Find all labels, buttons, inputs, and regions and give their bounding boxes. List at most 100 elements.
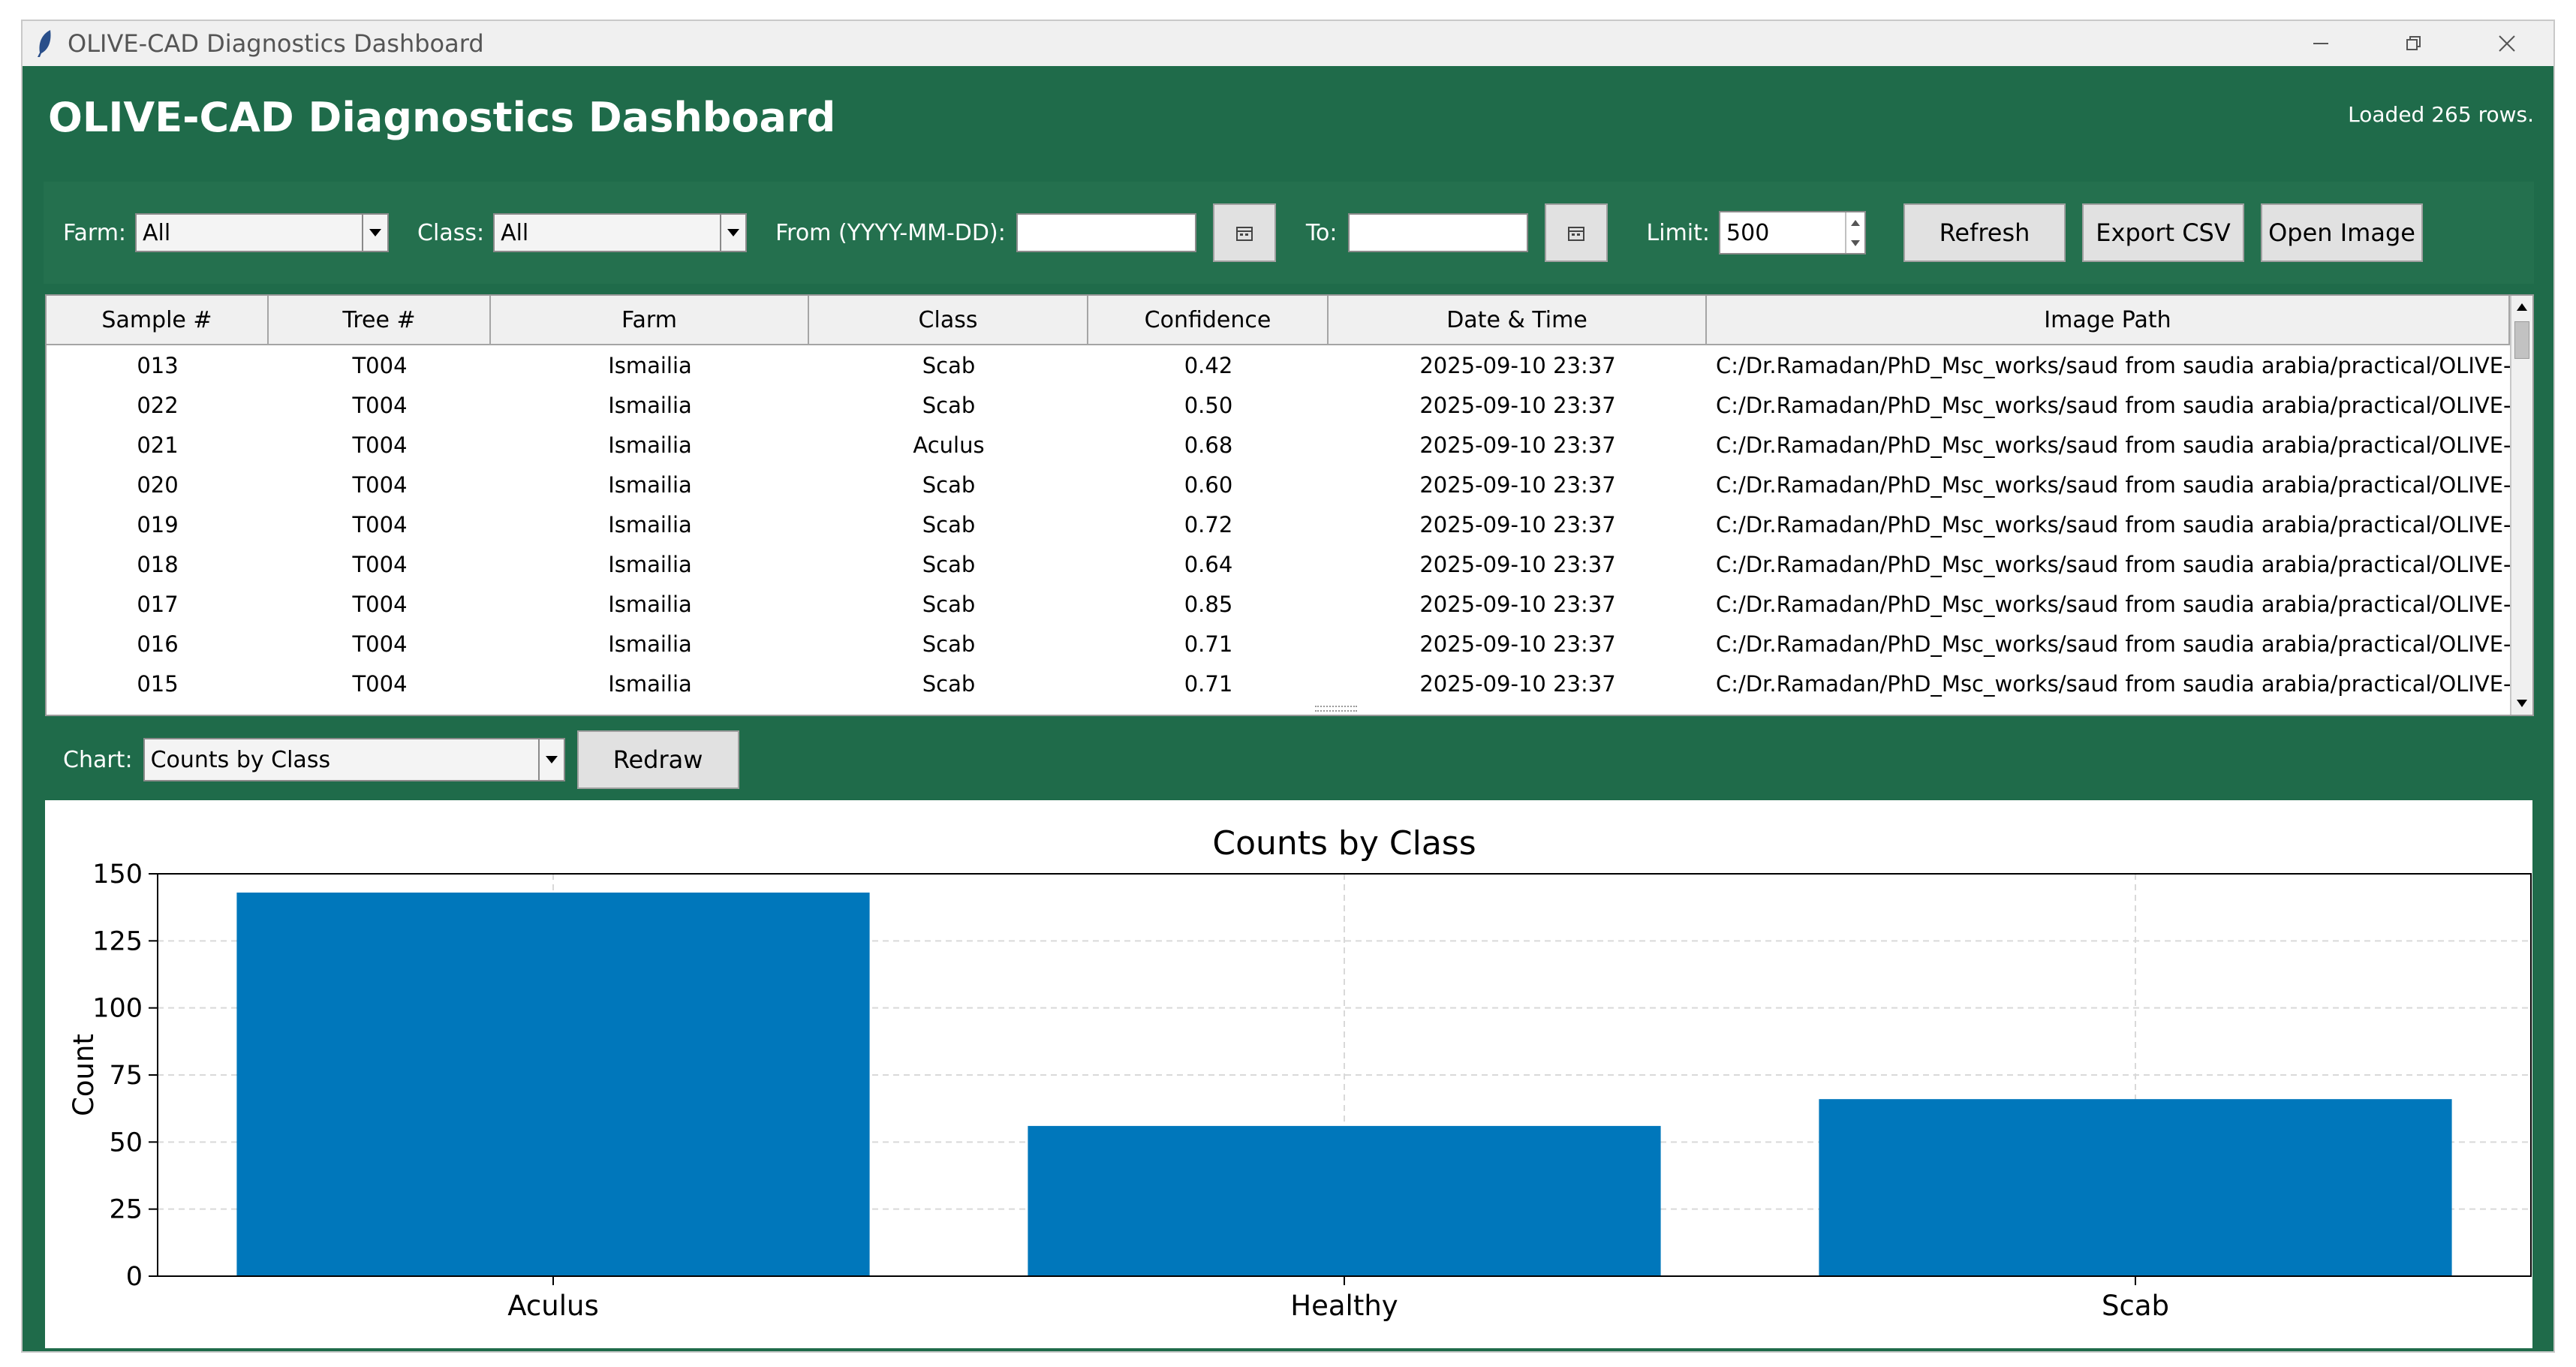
table-row[interactable]: 015 T004 Ismailia Scab 0.71 2025-09-10 23:37 C… [47,664,2511,703]
table-cell: 2025-09-10 23:37 [1419,670,1616,697]
table-cell: Ismailia [608,670,692,697]
from-date-picker-button[interactable] [1212,203,1276,262]
redraw-button[interactable]: Redraw [576,730,739,789]
table-header: Sample # Tree # Farm Class Confidence Date & … [47,296,2510,345]
column-header[interactable]: Image Path [1707,296,2510,345]
results-table[interactable]: Sample # Tree # Farm Class Confidence Date & … [45,294,2534,716]
table-cell: 0.64 [1184,551,1233,577]
restore-button[interactable] [2367,21,2460,66]
scrollbar-thumb[interactable] [2514,321,2529,359]
status-text: Loaded 265 rows. [2348,101,2534,127]
table-cell: Ismailia [608,392,692,418]
farm-select-value: All [143,219,171,246]
table-cell: Ismailia [608,591,692,617]
chevron-down-icon[interactable] [720,215,746,251]
open-image-button[interactable]: Open Image [2261,203,2424,262]
column-header[interactable]: Date & Time [1329,296,1707,345]
class-select[interactable]: All [493,213,748,252]
export-csv-button[interactable]: Export CSV [2082,203,2245,262]
table-row[interactable]: 016 T004 Ismailia Scab 0.71 2025-09-10 23:37 C… [47,624,2511,664]
spin-up-icon[interactable] [1846,212,1864,233]
to-date-picker-button[interactable] [1544,203,1608,262]
vertical-scrollbar[interactable] [2510,296,2532,715]
table-cell: T004 [352,551,408,577]
close-button[interactable] [2460,21,2553,66]
column-header[interactable]: Farm [491,296,809,345]
limit-value: 500 [1726,219,1770,246]
column-header[interactable]: Sample # [47,296,269,345]
to-date-input[interactable] [1347,213,1528,252]
table-cell: 022 [137,392,179,418]
table-cell: 020 [137,471,179,498]
table-row[interactable]: 022 T004 Ismailia Scab 0.50 2025-09-10 23:37 C… [47,385,2511,425]
table-cell: T004 [352,352,408,378]
table-cell: 0.68 [1184,432,1233,458]
from-date-input[interactable] [1016,213,1196,252]
limit-spinbox[interactable]: 500 [1719,211,1867,254]
table-cell: Scab [922,352,976,378]
table-cell: Ismailia [608,471,692,498]
bar-healthy [1028,1125,1661,1276]
window-title: OLIVE-CAD Diagnostics Dashboard [68,29,484,58]
minimize-button[interactable] [2274,21,2367,66]
app-window: OLIVE-CAD Diagnostics Dashboard OLIVE-CA… [21,20,2555,1353]
table-cell: C:/Dr.Ramadan/PhD_Msc_works/saud from sa… [1716,432,2510,458]
y-tick-label: 125 [92,926,143,956]
filter-toolbar: Farm: All Class: All From (YYYY-MM-DD): … [44,182,2534,284]
table-cell: 0.85 [1184,591,1233,617]
chart-title: Counts by Class [1212,824,1476,863]
table-cell: C:/Dr.Ramadan/PhD_Msc_works/saud from sa… [1716,511,2510,537]
table-cell: Scab [922,670,976,697]
scroll-up-icon[interactable] [2511,296,2532,318]
table-cell: C:/Dr.Ramadan/PhD_Msc_works/saud from sa… [1716,392,2510,418]
chart-select-value: Counts by Class [150,746,331,773]
table-cell: 019 [137,511,179,537]
from-date-label: From (YYYY-MM-DD): [775,219,1006,246]
chevron-down-icon[interactable] [537,739,564,780]
table-cell: 0.60 [1184,471,1233,498]
table-cell: 2025-09-10 23:37 [1419,352,1616,378]
refresh-button[interactable]: Refresh [1903,203,2066,262]
y-tick-label: 75 [109,1061,143,1091]
column-header[interactable]: Class [809,296,1088,345]
table-row[interactable]: 019 T004 Ismailia Scab 0.72 2025-09-10 23:37 C… [47,504,2511,544]
feather-icon [23,21,68,66]
to-date-label: To: [1305,219,1338,246]
table-body[interactable]: 013 T004 Ismailia Scab 0.42 2025-09-10 23:37 C… [47,345,2511,716]
table-row[interactable]: 017 T004 Ismailia Scab 0.85 2025-09-10 23:37 C… [47,584,2511,624]
table-cell: 015 [137,670,179,697]
column-header[interactable]: Tree # [269,296,491,345]
chart-select[interactable]: Counts by Class [143,738,565,781]
minimize-icon [2313,43,2328,44]
table-cell: 021 [137,432,179,458]
scroll-down-icon[interactable] [2511,692,2532,715]
table-cell: 017 [137,591,179,617]
table-cell: C:/Dr.Ramadan/PhD_Msc_works/saud from sa… [1716,471,2510,498]
farm-select[interactable]: All [135,213,390,252]
table-cell: Scab [922,591,976,617]
y-tick-label: 100 [92,994,143,1024]
x-tick-label: Healthy [1290,1290,1398,1322]
table-cell: Scab [922,392,976,418]
table-row[interactable]: 013 T004 Ismailia Scab 0.42 2025-09-10 23:37 C… [47,345,2511,385]
table-row[interactable]: 021 T004 Ismailia Aculus 0.68 2025-09-10 23:3… [47,425,2511,465]
column-header[interactable]: Confidence [1088,296,1329,345]
class-select-value: All [501,219,529,246]
table-row[interactable]: 020 T004 Ismailia Scab 0.60 2025-09-10 23:37 C… [47,465,2511,504]
spin-down-icon[interactable] [1846,233,1864,253]
table-cell: Ismailia [608,551,692,577]
table-cell: C:/Dr.Ramadan/PhD_Msc_works/saud from sa… [1716,551,2510,577]
table-row[interactable]: 018 T004 Ismailia Scab 0.64 2025-09-10 23:37 C… [47,544,2511,584]
chevron-down-icon[interactable] [362,215,388,251]
table-cell: 013 [137,352,179,378]
table-cell: 016 [137,631,179,657]
resize-grip[interactable] [1315,706,1357,712]
table-cell: Scab [922,631,976,657]
title-bar: OLIVE-CAD Diagnostics Dashboard [23,21,2553,66]
table-cell: Ismailia [608,352,692,378]
table-cell: C:/Dr.Ramadan/PhD_Msc_works/saud from sa… [1716,591,2510,617]
bar-aculus [236,893,870,1276]
calendar-icon [1235,227,1253,241]
table-cell: T004 [352,511,408,537]
table-cell: 2025-09-10 23:37 [1419,631,1616,657]
